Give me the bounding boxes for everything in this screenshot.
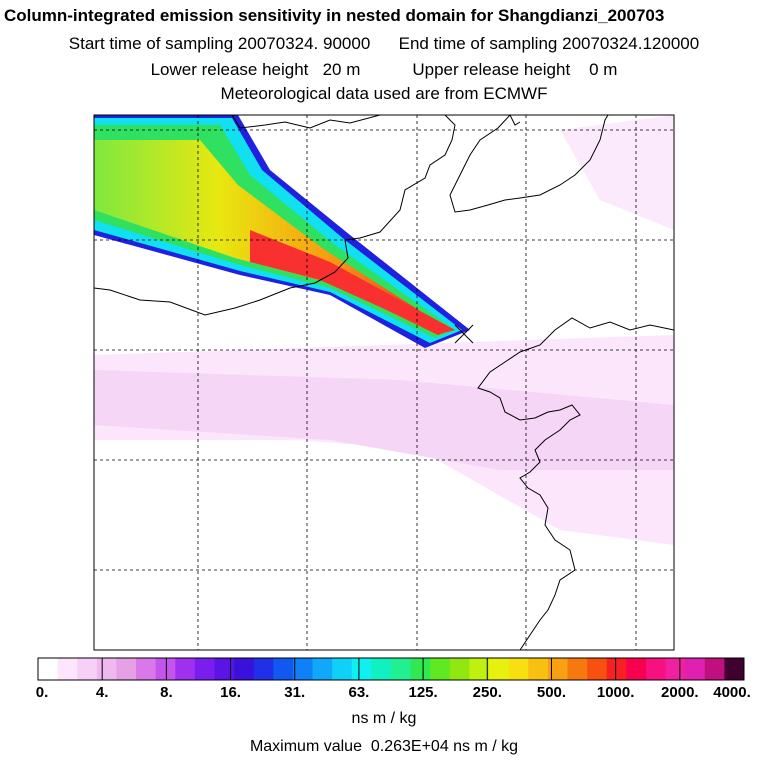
colorbar-tick-label: 4000. bbox=[713, 684, 751, 701]
colorbar-swatch bbox=[332, 658, 353, 680]
colorbar-swatch bbox=[136, 658, 157, 680]
colorbar-tick-label: 4. bbox=[95, 684, 109, 701]
colorbar bbox=[37, 657, 745, 681]
upper-right-faint bbox=[560, 115, 674, 230]
colorbar-unit: ns m / kg bbox=[351, 710, 417, 727]
colorbar-swatch bbox=[77, 658, 98, 680]
met-note: Meteorological data used are from ECMWF bbox=[220, 84, 548, 103]
colorbar-swatch bbox=[371, 658, 392, 680]
colorbar-swatch bbox=[391, 658, 412, 680]
colorbar-tick-label: 8. bbox=[160, 684, 173, 701]
colorbar-tick-label: 2000. bbox=[661, 684, 699, 701]
colorbar-swatch bbox=[38, 658, 59, 680]
colorbar-swatch bbox=[567, 658, 588, 680]
start-value: 20070324. 90000 bbox=[237, 34, 371, 53]
plume-red-core bbox=[250, 230, 455, 334]
colorbar-swatch bbox=[685, 658, 706, 680]
coastline-korea-yellow-sea bbox=[477, 317, 674, 650]
end-value: 20070324.120000 bbox=[562, 34, 700, 53]
colorbar-tick-label: 31. bbox=[284, 684, 306, 701]
low-sensitivity-core bbox=[94, 370, 674, 470]
lower-value: 20 m bbox=[322, 60, 361, 79]
colorbar-swatch bbox=[96, 658, 117, 680]
coastline-north bbox=[231, 115, 381, 129]
colorbar-swatch bbox=[253, 658, 274, 680]
colorbar-tick-label: 1000. bbox=[596, 684, 635, 701]
colorbar-swatch bbox=[508, 658, 529, 680]
colorbar-swatch bbox=[116, 658, 137, 680]
start-label: Start time of sampling bbox=[68, 34, 234, 53]
colorbar-swatch bbox=[489, 658, 510, 680]
coastline-liaodong bbox=[449, 115, 609, 213]
gridlines bbox=[94, 115, 674, 650]
colorbar-tick-label: 0. bbox=[35, 684, 49, 701]
colorbar-swatch bbox=[587, 658, 608, 680]
colorbar-tick-label: 250. bbox=[472, 684, 502, 701]
colorbar-swatch bbox=[704, 658, 725, 680]
colorbar-swatch bbox=[234, 658, 255, 680]
colorbar-swatch bbox=[214, 658, 235, 680]
colorbar-swatch bbox=[155, 658, 176, 680]
colorbar-swatch bbox=[469, 658, 490, 680]
coastline-bohai bbox=[94, 115, 456, 316]
colorbar-swatch bbox=[292, 658, 314, 680]
receptor-marker bbox=[454, 324, 474, 344]
colorbar-tick-label: 500. bbox=[536, 684, 567, 701]
lower-label: Lower release height bbox=[150, 60, 309, 79]
plot-frame bbox=[93, 114, 675, 651]
colorbar-swatch bbox=[312, 658, 333, 680]
colorbar-swatch bbox=[57, 658, 78, 680]
colorbar-swatch bbox=[665, 658, 686, 680]
colorbar-swatch bbox=[194, 658, 215, 680]
sensitivity-field bbox=[94, 115, 674, 650]
colorbar-frame bbox=[37, 657, 745, 681]
max-value: 0.263E+04 ns m / kg bbox=[370, 738, 519, 755]
colorbar-swatch bbox=[430, 658, 451, 680]
colorbar-swatch bbox=[449, 658, 470, 680]
colorbar-swatch bbox=[273, 658, 294, 680]
colorbar-swatch bbox=[626, 658, 647, 680]
maximum-value-line: Maximum value 0.263E+04 ns m / kg bbox=[0, 738, 768, 756]
end-label: End time of sampling bbox=[398, 34, 558, 53]
colorbar-swatch bbox=[547, 658, 568, 680]
colorbar-swatch bbox=[528, 658, 549, 680]
colorbar-swatch bbox=[645, 658, 667, 680]
colorbar-swatch bbox=[724, 658, 745, 680]
colorbar-tick-label: 63. bbox=[348, 684, 370, 701]
colorbar-swatch bbox=[175, 658, 196, 680]
upper-value: 0 m bbox=[589, 60, 618, 79]
upper-label: Upper release height bbox=[412, 60, 571, 79]
coastline-small bbox=[509, 115, 521, 126]
colorbar-tick-label: 125. bbox=[408, 684, 438, 701]
release-height-line: Lower release height 20 m Upper release … bbox=[0, 60, 768, 80]
colorbar-swatch bbox=[606, 658, 627, 680]
max-label: Maximum value bbox=[249, 738, 362, 755]
colorbar-swatch bbox=[410, 658, 431, 680]
colorbar-tick-label: 16. bbox=[220, 684, 241, 701]
chart-title: Column-integrated emission sensitivity i… bbox=[4, 6, 665, 25]
sampling-time-line: Start time of sampling 20070324. 90000 E… bbox=[0, 34, 768, 54]
colorbar-swatch bbox=[351, 658, 372, 680]
